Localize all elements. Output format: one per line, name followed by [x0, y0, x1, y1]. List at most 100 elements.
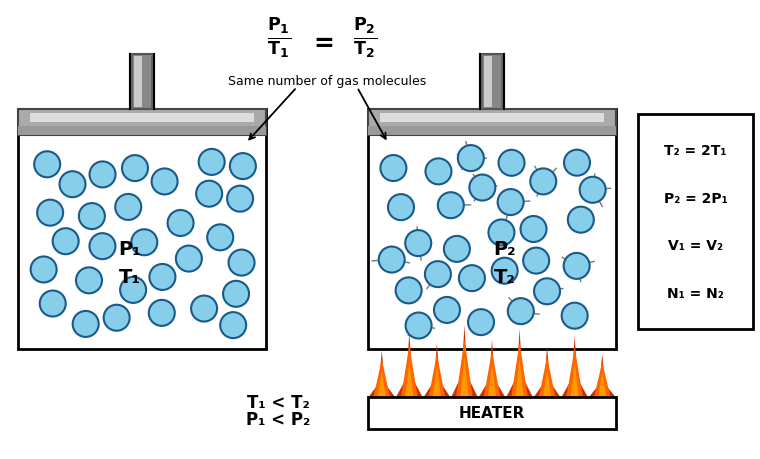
Ellipse shape — [534, 279, 560, 305]
Ellipse shape — [434, 297, 460, 323]
Ellipse shape — [459, 266, 485, 291]
Bar — [18, 127, 266, 136]
Bar — [381, 114, 603, 123]
Text: $\mathbf{=}$: $\mathbf{=}$ — [309, 30, 334, 54]
Bar — [483, 57, 492, 108]
Polygon shape — [456, 340, 473, 397]
Bar — [18, 110, 266, 136]
Ellipse shape — [149, 300, 175, 326]
Ellipse shape — [406, 313, 432, 339]
Polygon shape — [369, 350, 395, 397]
Text: T₁: T₁ — [119, 268, 141, 287]
Ellipse shape — [230, 154, 256, 180]
Ellipse shape — [564, 151, 590, 176]
Text: T₁ < T₂: T₁ < T₂ — [247, 393, 309, 411]
Polygon shape — [483, 351, 500, 397]
Text: P₁: P₁ — [119, 239, 141, 258]
Bar — [480, 55, 504, 110]
Text: V₁ = V₂: V₁ = V₂ — [668, 239, 723, 253]
Ellipse shape — [73, 311, 99, 337]
Text: N₁ = N₂: N₁ = N₂ — [667, 286, 724, 301]
Ellipse shape — [458, 146, 484, 172]
Bar — [368, 110, 616, 349]
Ellipse shape — [381, 156, 407, 182]
Ellipse shape — [530, 169, 556, 195]
Ellipse shape — [498, 190, 524, 216]
Ellipse shape — [227, 186, 253, 212]
Text: $\mathbf{\frac{P_1}{T_1}}$: $\mathbf{\frac{P_1}{T_1}}$ — [267, 16, 291, 60]
Polygon shape — [479, 340, 505, 397]
Ellipse shape — [378, 247, 405, 273]
Ellipse shape — [438, 193, 464, 219]
Polygon shape — [378, 371, 386, 397]
Ellipse shape — [150, 264, 176, 291]
Ellipse shape — [176, 246, 202, 272]
Bar — [638, 115, 753, 329]
Polygon shape — [451, 325, 478, 397]
Ellipse shape — [196, 181, 222, 207]
Text: Same number of gas molecules: Same number of gas molecules — [228, 75, 426, 88]
Ellipse shape — [90, 234, 116, 260]
Ellipse shape — [220, 313, 246, 338]
Ellipse shape — [489, 220, 515, 246]
Ellipse shape — [151, 169, 178, 195]
Polygon shape — [429, 354, 445, 397]
Polygon shape — [506, 329, 533, 397]
Ellipse shape — [52, 229, 78, 255]
Ellipse shape — [167, 211, 194, 236]
Text: HEATER: HEATER — [459, 406, 525, 420]
Polygon shape — [461, 358, 469, 397]
Ellipse shape — [568, 207, 594, 233]
Ellipse shape — [37, 200, 63, 226]
Ellipse shape — [521, 217, 546, 242]
Ellipse shape — [470, 175, 496, 201]
Bar — [30, 114, 254, 123]
Polygon shape — [571, 364, 579, 397]
Bar — [130, 55, 133, 110]
Polygon shape — [511, 342, 528, 397]
Polygon shape — [598, 374, 606, 397]
Bar — [134, 57, 142, 108]
Polygon shape — [488, 365, 496, 397]
Ellipse shape — [116, 195, 141, 220]
Polygon shape — [594, 363, 610, 397]
Polygon shape — [373, 360, 390, 397]
Ellipse shape — [492, 258, 518, 284]
Polygon shape — [562, 336, 588, 397]
Polygon shape — [515, 359, 524, 397]
Ellipse shape — [564, 253, 590, 279]
Polygon shape — [566, 348, 583, 397]
Ellipse shape — [103, 305, 130, 331]
Polygon shape — [432, 368, 441, 397]
Ellipse shape — [229, 250, 255, 276]
Polygon shape — [543, 369, 551, 397]
Ellipse shape — [40, 291, 65, 317]
Text: P₁ < P₂: P₁ < P₂ — [246, 410, 310, 428]
Text: P₂ = 2P₁: P₂ = 2P₁ — [663, 191, 727, 205]
Polygon shape — [534, 347, 560, 397]
Bar — [480, 55, 483, 110]
Text: T₂ = 2T₁: T₂ = 2T₁ — [664, 144, 727, 157]
Bar — [18, 110, 266, 349]
Ellipse shape — [562, 303, 587, 329]
Bar — [130, 55, 154, 110]
Ellipse shape — [207, 225, 233, 251]
Ellipse shape — [79, 204, 105, 230]
Ellipse shape — [191, 296, 217, 322]
Ellipse shape — [76, 268, 102, 294]
Text: P₂: P₂ — [493, 239, 516, 258]
Ellipse shape — [120, 277, 146, 303]
Ellipse shape — [30, 257, 57, 283]
Bar — [368, 397, 616, 429]
Ellipse shape — [388, 195, 414, 221]
Polygon shape — [423, 343, 450, 397]
Polygon shape — [405, 362, 413, 397]
Ellipse shape — [223, 281, 249, 307]
Ellipse shape — [405, 230, 431, 257]
Ellipse shape — [396, 278, 422, 304]
Ellipse shape — [34, 152, 60, 178]
Polygon shape — [539, 357, 556, 397]
Text: T₂: T₂ — [493, 268, 515, 287]
Ellipse shape — [59, 172, 86, 198]
Ellipse shape — [508, 298, 534, 325]
